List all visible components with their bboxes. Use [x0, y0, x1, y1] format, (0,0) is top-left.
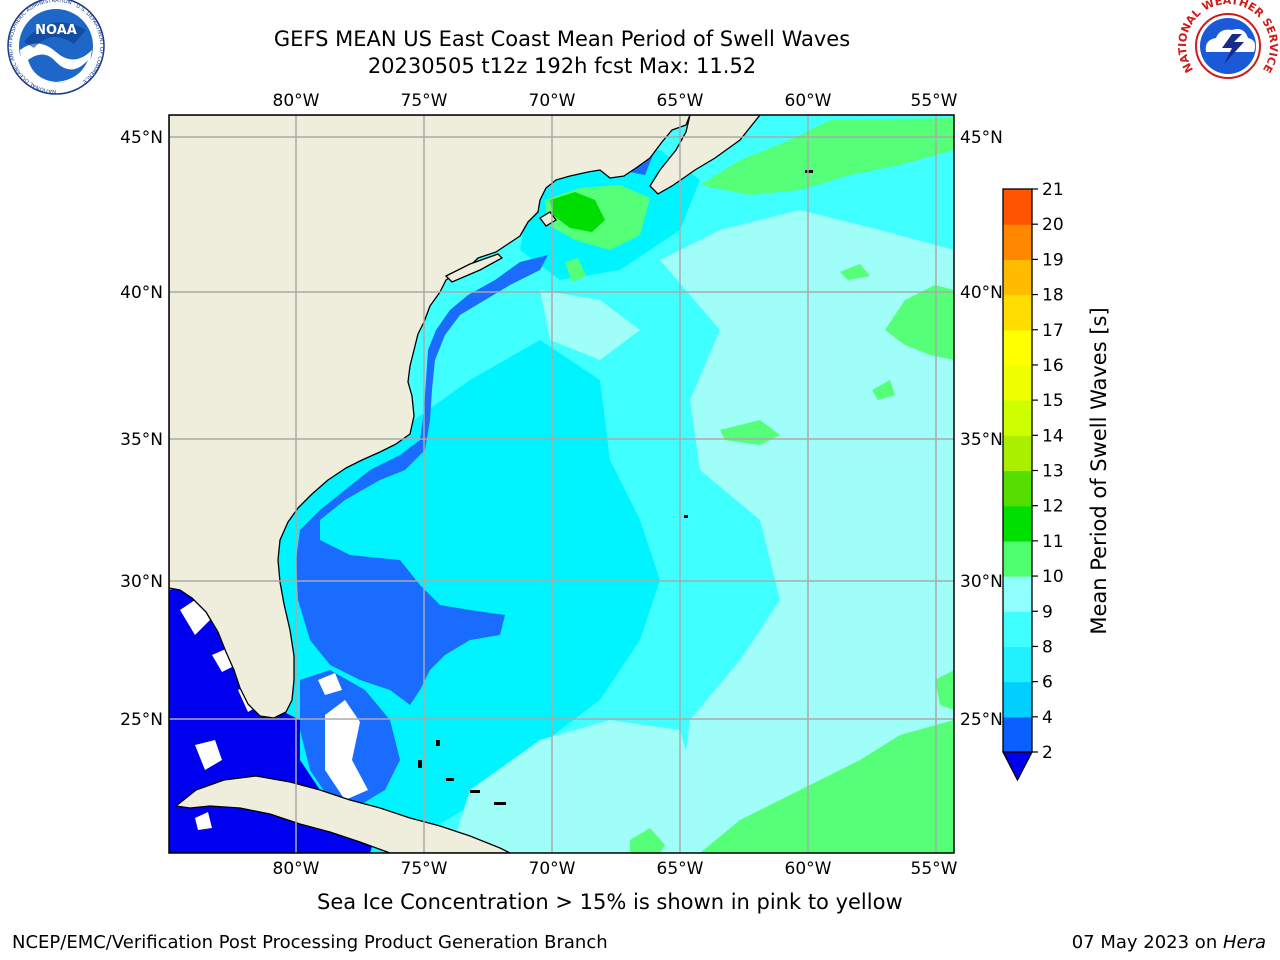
- lon-label-top-3: 70°W: [529, 91, 576, 111]
- colorbar-tick-label: 19: [1042, 250, 1064, 270]
- colorbar-tick-label: 16: [1042, 356, 1064, 376]
- lat-label-right-4: 30°N: [960, 572, 1003, 592]
- lon-label-bottom-4: 65°W: [657, 859, 704, 879]
- period-zone-8-9-mid: [540, 290, 640, 360]
- colorbar-tick-label: 14: [1042, 426, 1064, 446]
- period-zone-8-9-east: [660, 210, 954, 853]
- period-zone-2-4-shelf: [296, 255, 548, 705]
- lon-label-top-1: 80°W: [273, 91, 320, 111]
- colorbar-label: Mean Period of Swell Waves [s]: [1087, 307, 1111, 634]
- colorbar-bin: [1003, 329, 1032, 366]
- period-zone-9-10-e3: [872, 380, 895, 400]
- period-zone-10-11-gom: [550, 192, 605, 232]
- colorbar-tick-label: 10: [1042, 567, 1064, 587]
- colorbar: 2 4 6 8 9 10 11 12 13 14 15 16 17 18 19 20 21: [1001, 180, 1064, 782]
- colorbar-bin: [1003, 435, 1032, 472]
- colorbar-tick-label: 6: [1042, 673, 1053, 693]
- lon-label-bottom-3: 70°W: [529, 859, 576, 879]
- lat-label-right-2: 40°N: [960, 283, 1003, 303]
- lon-label-top-6: 55°W: [911, 91, 958, 111]
- chart-subtitle: 20230505 t12z 192h fcst Max: 11.52: [367, 54, 757, 78]
- colorbar-tick-label: 2: [1042, 743, 1053, 763]
- noaa-logo-text: NOAA: [35, 23, 77, 38]
- lat-label-right-1: 45°N: [960, 128, 1003, 148]
- chart-title: GEFS MEAN US East Coast Mean Period of S…: [273, 27, 851, 51]
- map-area: [169, 115, 954, 853]
- colorbar-bin: [1003, 646, 1032, 683]
- graticule: [169, 115, 954, 853]
- footer-machine: Hera: [1222, 932, 1266, 953]
- nws-logo: NATIONAL WEATHER SERVICE: [1176, 0, 1280, 96]
- lon-label-bottom-5: 60°W: [785, 859, 832, 879]
- colorbar-tick-label: 11: [1042, 532, 1064, 552]
- footer-date-stamp: 07 May 2023 on Hera: [1072, 932, 1266, 953]
- lon-label-bottom-2: 75°W: [401, 859, 448, 879]
- colorbar-bin: [1003, 505, 1032, 542]
- land-long-island: [444, 253, 504, 283]
- colorbar-tick-label: 20: [1042, 215, 1064, 235]
- lat-label-right-3: 35°N: [960, 430, 1003, 450]
- lat-label-left-1: 45°N: [120, 128, 163, 148]
- sea-ice-note: Sea Ice Concentration > 15% is shown in …: [317, 890, 903, 914]
- colorbar-tick-label: 9: [1042, 602, 1053, 622]
- lon-label-bottom-6: 55°W: [911, 859, 958, 879]
- colorbar-bin: [1003, 259, 1032, 296]
- period-zone-9-10-s: [630, 828, 665, 853]
- land-cuba: [175, 775, 511, 853]
- lon-label-top-4: 65°W: [657, 91, 704, 111]
- island-marks: [418, 170, 813, 805]
- lon-label-top-5: 60°W: [785, 91, 832, 111]
- colorbar-bin: [1003, 611, 1032, 648]
- colorbar-bin: [1003, 224, 1032, 260]
- colorbar-tick-label: 13: [1042, 462, 1064, 482]
- footer-date: 07 May 2023 on: [1071, 932, 1223, 953]
- lat-label-left-5: 25°N: [120, 710, 163, 730]
- colorbar-tick-label: 18: [1042, 286, 1064, 306]
- lat-label-left-4: 30°N: [120, 572, 163, 592]
- colorbar-tick-label: 15: [1042, 391, 1064, 411]
- colorbar-bin: [1003, 540, 1032, 577]
- lat-label-right-5: 25°N: [960, 710, 1003, 730]
- colorbar-bin: [1003, 189, 1032, 225]
- lat-label-left-3: 35°N: [120, 430, 163, 450]
- colorbar-bin: [1003, 400, 1032, 436]
- colorbar-bin: [1003, 364, 1032, 401]
- colorbar-tick-label: 17: [1042, 321, 1064, 341]
- lon-label-top-2: 75°W: [401, 91, 448, 111]
- colorbar-tick-label: 12: [1042, 497, 1064, 517]
- period-zone-9-10-gom2: [565, 258, 586, 282]
- colorbar-bin: [1003, 294, 1032, 331]
- period-zone-9-10-e4: [935, 670, 954, 710]
- land-nova-scotia: [649, 115, 761, 195]
- colorbar-bin: [1003, 470, 1032, 507]
- colorbar-tick-label: 4: [1042, 708, 1053, 728]
- land-north-america: [169, 115, 691, 719]
- footer-credit: NCEP/EMC/Verification Post Processing Pr…: [12, 932, 608, 953]
- colorbar-tick-label: 8: [1042, 637, 1053, 657]
- period-zone-9-10-se: [700, 720, 954, 853]
- period-zone-8-9-south: [450, 720, 700, 853]
- colorbar-bin: [1003, 576, 1032, 612]
- noaa-logo: NOAA NATIONAL OCEANIC AND ATMOSPHERIC AD…: [7, 0, 105, 95]
- map-frame: [168, 114, 955, 854]
- colorbar-under-arrow: [1001, 751, 1034, 782]
- colorbar-tick-label: 21: [1042, 180, 1064, 200]
- colorbar-bin: [1003, 681, 1032, 718]
- lon-label-bottom-1: 80°W: [273, 859, 320, 879]
- period-zone-9-10-gom3: [840, 264, 870, 280]
- colorbar-bin: [1003, 716, 1032, 753]
- lat-label-left-2: 40°N: [120, 283, 163, 303]
